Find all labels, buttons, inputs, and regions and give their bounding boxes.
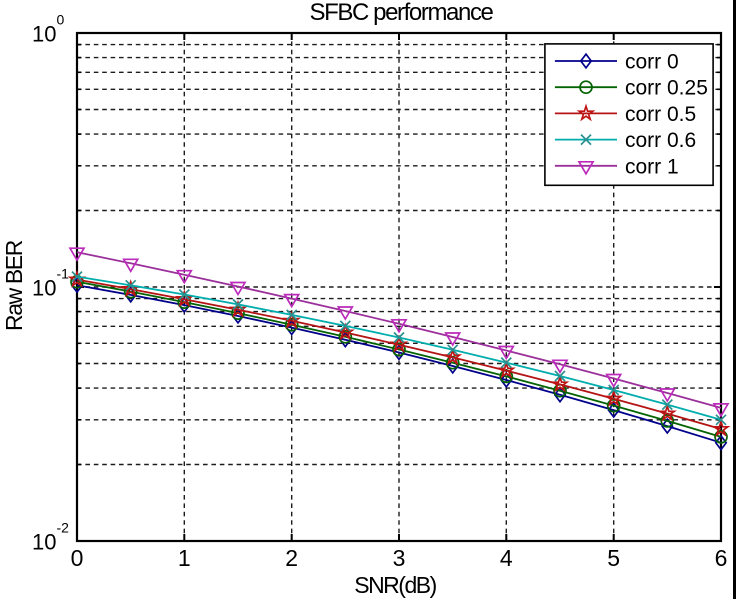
svg-text:2: 2	[285, 545, 298, 571]
svg-text:1: 1	[178, 545, 191, 571]
svg-text:SNR(dB): SNR(dB)	[354, 572, 436, 598]
svg-text:6: 6	[715, 545, 728, 571]
svg-text:corr 1: corr 1	[625, 155, 679, 178]
svg-text:corr 0.25: corr 0.25	[625, 77, 708, 100]
svg-text:Raw BER: Raw BER	[1, 240, 27, 331]
svg-text:corr 0.5: corr 0.5	[625, 103, 696, 126]
svg-text:5: 5	[607, 545, 620, 571]
svg-text:corr 0: corr 0	[625, 51, 679, 74]
svg-text:corr 0.6: corr 0.6	[625, 129, 696, 152]
svg-text:0: 0	[71, 545, 84, 571]
svg-text:3: 3	[393, 545, 406, 571]
svg-text:4: 4	[500, 545, 513, 571]
svg-text:SFBC performance: SFBC performance	[309, 0, 493, 26]
